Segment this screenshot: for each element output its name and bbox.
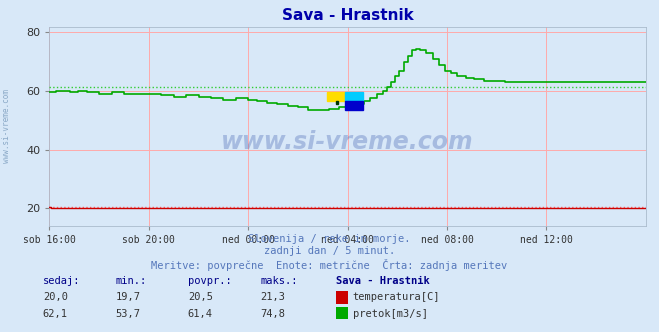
Text: 53,7: 53,7 — [115, 309, 140, 319]
Text: 74,8: 74,8 — [260, 309, 285, 319]
Text: 62,1: 62,1 — [43, 309, 68, 319]
Text: www.si-vreme.com: www.si-vreme.com — [221, 130, 474, 154]
Text: www.si-vreme.com: www.si-vreme.com — [2, 89, 11, 163]
Bar — [345, 92, 362, 101]
Text: zadnji dan / 5 minut.: zadnji dan / 5 minut. — [264, 246, 395, 256]
Text: Meritve: povprečne  Enote: metrične  Črta: zadnja meritev: Meritve: povprečne Enote: metrične Črta:… — [152, 259, 507, 271]
Text: sedaj:: sedaj: — [43, 276, 80, 286]
Text: maks.:: maks.: — [260, 276, 298, 286]
Text: temperatura[C]: temperatura[C] — [353, 292, 440, 302]
Text: 61,4: 61,4 — [188, 309, 213, 319]
Bar — [335, 101, 338, 104]
Text: 20,0: 20,0 — [43, 292, 68, 302]
Text: Sava - Hrastnik: Sava - Hrastnik — [336, 276, 430, 286]
Text: 19,7: 19,7 — [115, 292, 140, 302]
Text: Slovenija / reke in morje.: Slovenija / reke in morje. — [248, 234, 411, 244]
Text: povpr.:: povpr.: — [188, 276, 231, 286]
Bar — [345, 101, 362, 110]
Text: 20,5: 20,5 — [188, 292, 213, 302]
Text: 21,3: 21,3 — [260, 292, 285, 302]
Text: min.:: min.: — [115, 276, 146, 286]
Title: Sava - Hrastnik: Sava - Hrastnik — [282, 8, 413, 23]
Text: pretok[m3/s]: pretok[m3/s] — [353, 309, 428, 319]
Bar — [327, 92, 345, 101]
